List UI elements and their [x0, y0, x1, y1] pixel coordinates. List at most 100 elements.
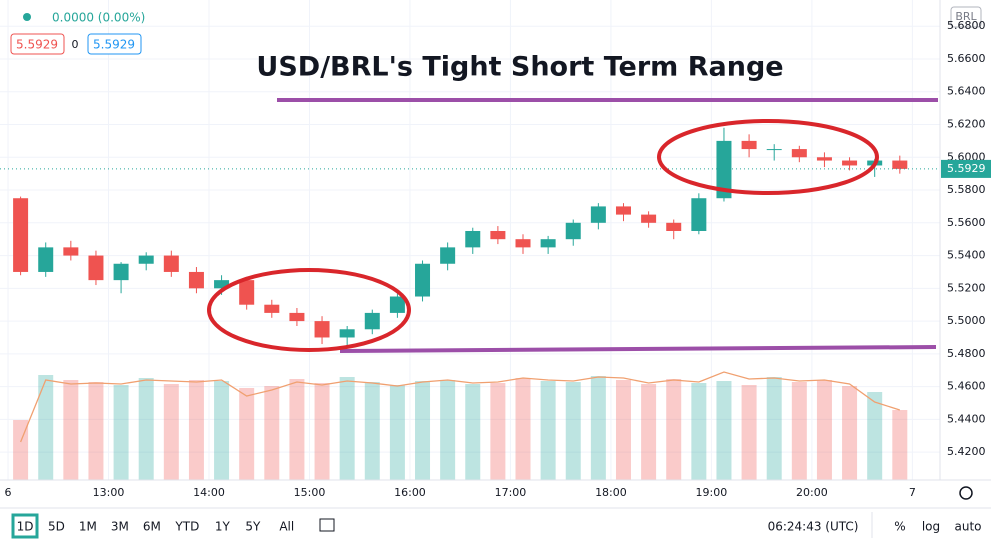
candle-body [188, 271, 204, 289]
volume-bar [615, 380, 631, 480]
bid-box[interactable] [10, 33, 65, 55]
y-tick-label: 5.6400 [947, 85, 986, 98]
candle-body [691, 198, 707, 231]
settings-icon[interactable] [959, 486, 973, 500]
volume-bar [88, 382, 104, 480]
ask-box[interactable] [87, 33, 142, 55]
volume-bar [791, 382, 807, 480]
x-tick-label: 16:00 [394, 486, 426, 499]
range-button[interactable]: 6M [143, 520, 161, 534]
x-tick-label: 18:00 [595, 486, 627, 499]
candle-body [892, 160, 908, 169]
volume-bar [490, 383, 506, 480]
candle-body [540, 239, 556, 248]
log-toggle[interactable]: log [922, 520, 940, 534]
candle-body [791, 149, 807, 158]
candle-body [565, 222, 581, 240]
volume-bar [716, 381, 732, 480]
clock: 06:24:43 (UTC) [768, 520, 859, 534]
volume-bar [540, 381, 556, 480]
candle-body [13, 198, 29, 272]
volume-bar [766, 377, 782, 480]
candle-body [138, 255, 154, 264]
volume-bar [892, 410, 908, 480]
volume-bar [515, 378, 531, 480]
candle-body [590, 206, 606, 223]
volume-bar [415, 381, 431, 480]
volume-bar [565, 382, 581, 480]
range-button[interactable]: 5D [48, 520, 65, 534]
x-tick-label: 6 [5, 486, 12, 499]
volume-bar [38, 375, 54, 480]
auto-toggle[interactable]: auto [954, 520, 981, 534]
y-tick-label: 5.5200 [947, 281, 986, 294]
volume-bar [239, 388, 255, 480]
x-tick-label: 15:00 [294, 486, 326, 499]
volume-bar [666, 379, 682, 480]
volume-bar [214, 381, 230, 480]
candle-body [239, 280, 255, 305]
y-tick-label: 5.4600 [947, 380, 986, 393]
legend-change: 0.0000 (0.00%) [52, 11, 145, 25]
range-button[interactable]: 1M [79, 520, 97, 534]
volume-bar [741, 385, 757, 480]
candle-body [490, 230, 506, 240]
y-tick-label: 5.6800 [947, 19, 986, 32]
y-tick-label: 5.4800 [947, 347, 986, 360]
candle-body [214, 280, 230, 289]
candle-body [415, 263, 431, 297]
candle-body [113, 263, 129, 281]
volume-bar [364, 382, 380, 480]
volume-ma [19, 371, 901, 443]
range-button[interactable]: 1Y [215, 520, 231, 534]
range-circle [657, 119, 879, 195]
support-line [339, 345, 937, 353]
volume-bar [590, 376, 606, 480]
plot [0, 0, 940, 480]
y-tick-label: 5.5600 [947, 216, 986, 229]
range-circle [207, 268, 411, 352]
last-price-box [941, 159, 991, 178]
last-price-label: 5.5929 [947, 162, 986, 175]
volume-bar [641, 384, 657, 480]
currency: BRL [955, 10, 977, 23]
candle-body [816, 157, 832, 161]
candle-body [264, 304, 280, 313]
volume-bar [289, 379, 305, 480]
volume-bar [816, 380, 832, 480]
candle-body [666, 222, 682, 231]
date-range-icon[interactable] [319, 518, 335, 532]
volume-bar [440, 380, 456, 480]
range-button[interactable]: 3M [111, 520, 129, 534]
y-tick-label: 5.4200 [947, 445, 986, 458]
currency-box [950, 6, 982, 28]
candle-body [440, 247, 456, 264]
range-button[interactable]: YTD [174, 520, 199, 534]
candle-body [88, 255, 104, 281]
range-button[interactable]: All [279, 520, 294, 534]
candle-body [641, 214, 657, 223]
candle-body [716, 140, 732, 199]
range-button[interactable]: 1D [17, 520, 34, 534]
volume-bar [314, 383, 330, 480]
volume-bar [691, 383, 707, 480]
percent-toggle[interactable]: % [894, 520, 905, 534]
volume-bar [13, 420, 29, 480]
candle-body [615, 206, 631, 215]
chart-title: USD/BRL's Tight Short Term Range [256, 52, 783, 83]
range-button[interactable]: 5Y [245, 520, 261, 534]
candle-body [842, 160, 858, 166]
y-tick-label: 5.5000 [947, 314, 986, 327]
volume-bar [138, 378, 154, 480]
candle-body [163, 255, 179, 272]
y-tick-label: 5.4400 [947, 412, 986, 425]
x-tick-label: 20:00 [796, 486, 828, 499]
volume-bar [188, 380, 204, 480]
volume-bar [63, 380, 79, 480]
range-selected [11, 513, 39, 539]
status-dot [23, 13, 31, 21]
volume-bar [113, 385, 129, 480]
bid: 5.5929 [16, 38, 58, 52]
candle-body [38, 247, 54, 272]
